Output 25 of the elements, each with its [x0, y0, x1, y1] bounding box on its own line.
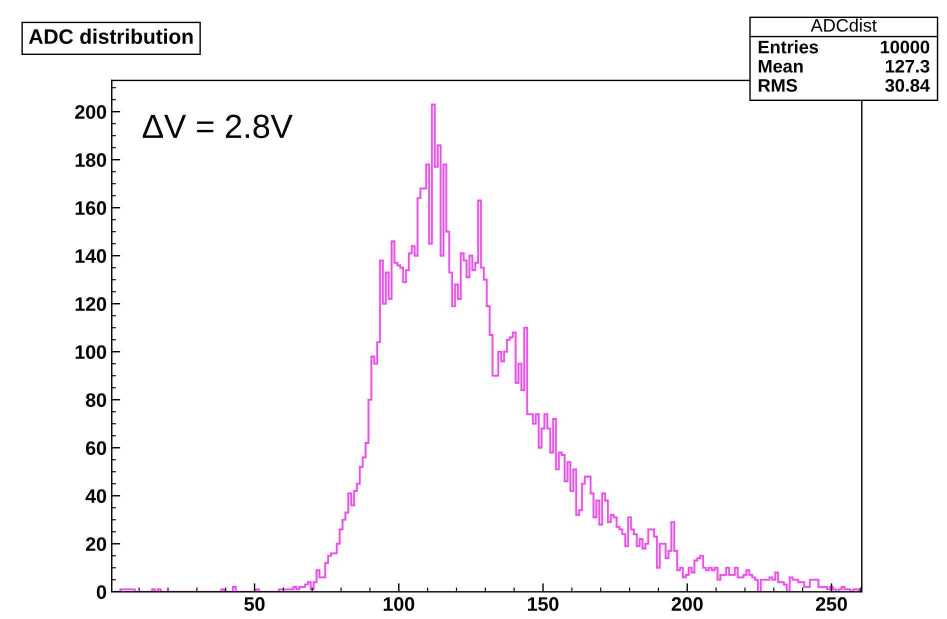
- x-tick-label: 150: [528, 597, 558, 611]
- text: Entries: [758, 40, 818, 54]
- chart-title: ADC distribution: [28, 28, 193, 44]
- y-tick-label: 100: [76, 345, 106, 359]
- text: 10000: [880, 40, 930, 54]
- y-tick-label: 80: [86, 393, 106, 407]
- y-tick-label: 40: [86, 489, 106, 503]
- x-tick-label: 50: [244, 597, 265, 611]
- y-tick-label: 180: [76, 153, 106, 167]
- y-tick-label: 140: [76, 249, 106, 263]
- text: 30.84: [885, 79, 930, 92]
- y-tick-label: 160: [76, 201, 106, 215]
- annotation: ΔV = 2.8V: [142, 114, 293, 138]
- text: Mean: [758, 60, 803, 73]
- y-tick-label: 0: [96, 585, 106, 599]
- x-tick-label: 100: [384, 597, 414, 611]
- y-tick-label: 120: [76, 297, 106, 311]
- y-tick-label: 20: [86, 537, 106, 551]
- x-tick-label: 200: [672, 597, 703, 611]
- text: 127.3: [886, 60, 930, 73]
- text: ADCdist: [810, 18, 877, 32]
- annotation: RMS: [758, 79, 798, 92]
- y-tick-label: 60: [86, 441, 106, 455]
- x-tick-label: 250: [816, 597, 847, 611]
- y-tick-label: 200: [75, 105, 106, 119]
